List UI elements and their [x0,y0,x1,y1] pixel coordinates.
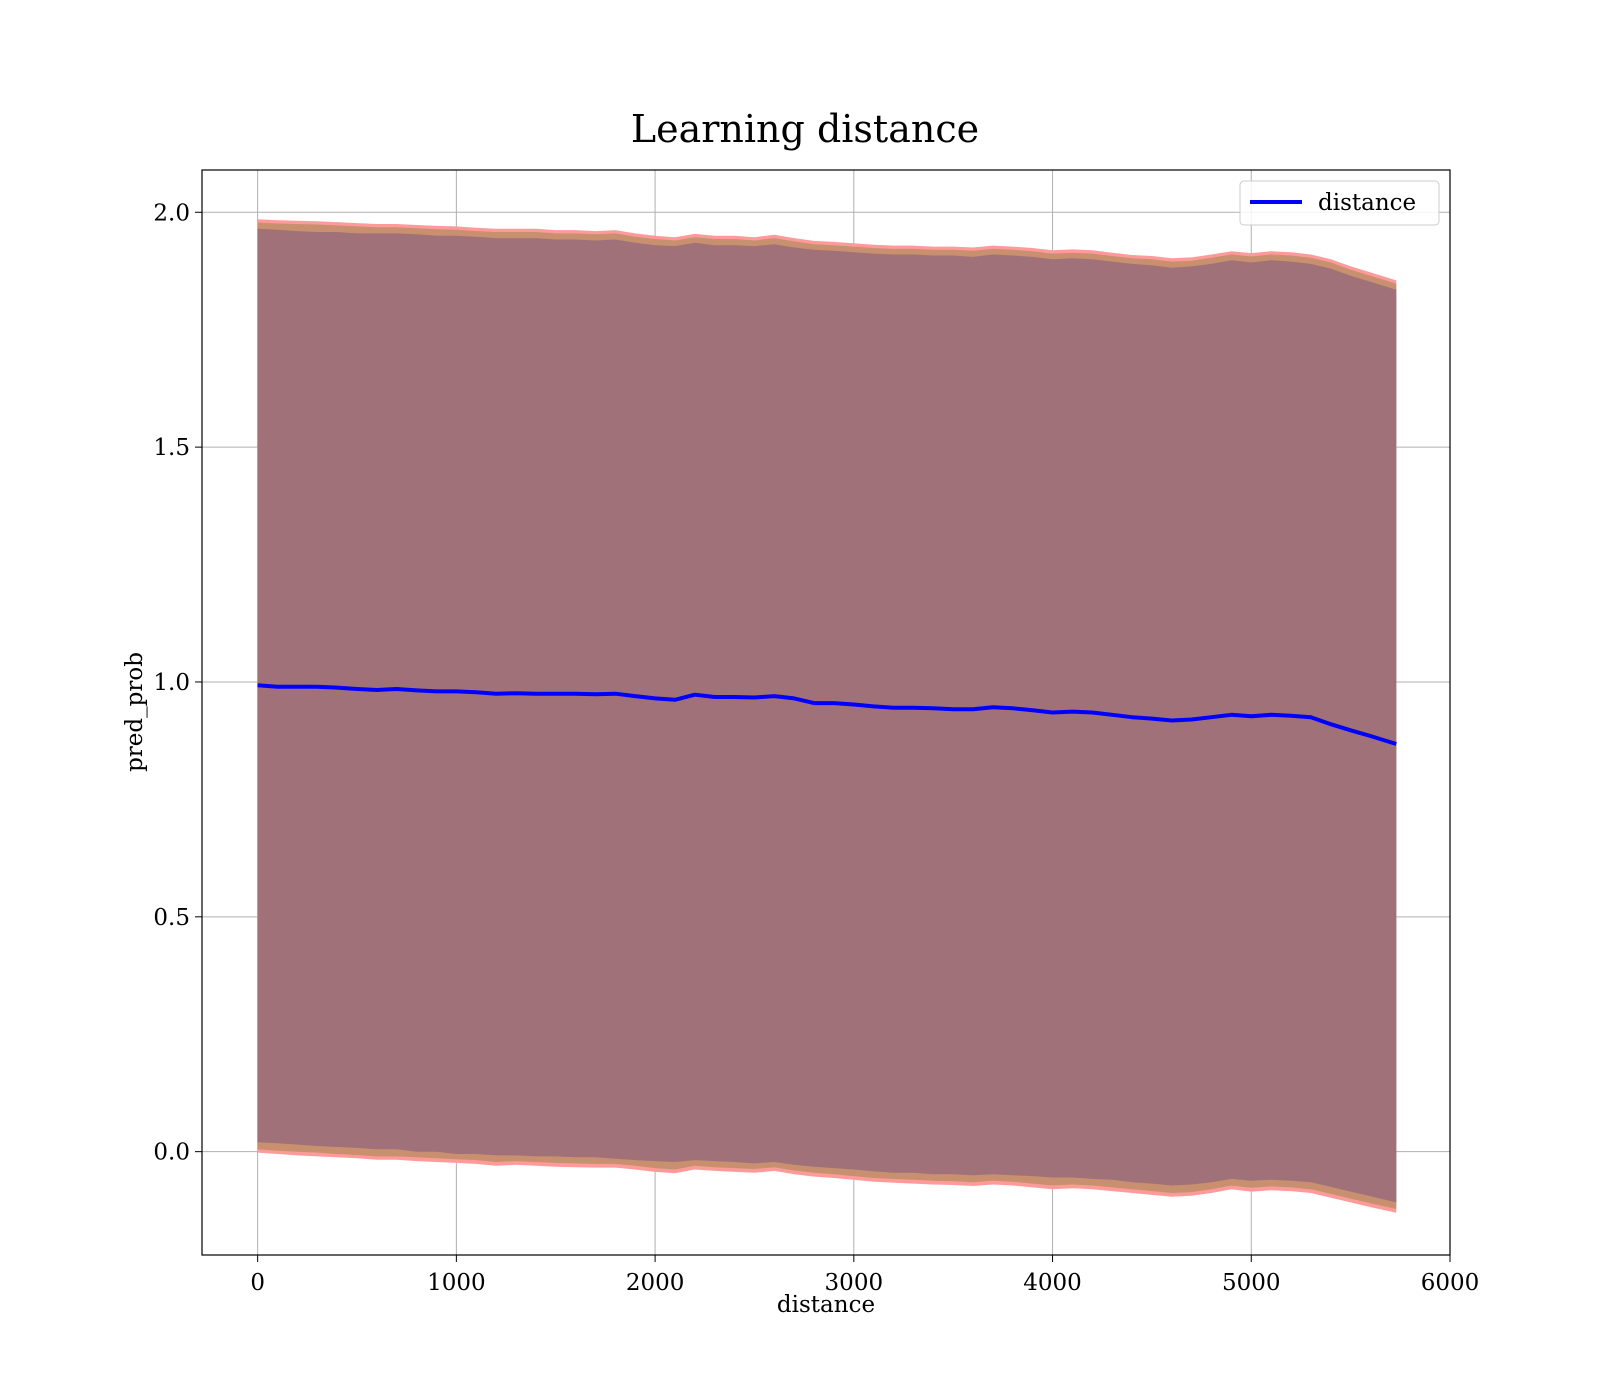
y-tick-label: 0.5 [153,905,190,931]
plot-frame [201,169,1451,1256]
x-tick-label: 4000 [1023,1270,1082,1296]
y-axis-label: pred_prob [122,652,148,772]
x-tick-label: 1000 [427,1270,486,1296]
y-tick-label: 0.0 [153,1140,190,1166]
series-line-distance [257,683,1397,746]
series-lines [257,683,1397,746]
x-tick-label: 3000 [825,1270,884,1296]
confidence-bands [257,219,1397,1213]
x-tick-label: 0 [250,1270,265,1296]
legend-label-distance: distance [1318,190,1416,216]
y-axis-ticks: 0.0 0.5 1.0 1.5 2.0 [153,200,202,1166]
band-inner [257,228,1397,1203]
legend-box [1239,180,1440,226]
x-tick-label: 5000 [1222,1270,1281,1296]
y-tick-label: 1.5 [153,435,190,461]
x-axis-label: distance [777,1292,875,1318]
x-axis-ticks: 0 1000 2000 3000 4000 5000 6000 [250,1255,1479,1296]
legend: distance [1239,180,1440,226]
y-tick-label: 1.0 [153,670,190,696]
x-tick-label: 2000 [626,1270,685,1296]
x-tick-label: 6000 [1421,1270,1480,1296]
chart-title: Learning distance [631,107,979,151]
y-tick-label: 2.0 [153,200,190,226]
